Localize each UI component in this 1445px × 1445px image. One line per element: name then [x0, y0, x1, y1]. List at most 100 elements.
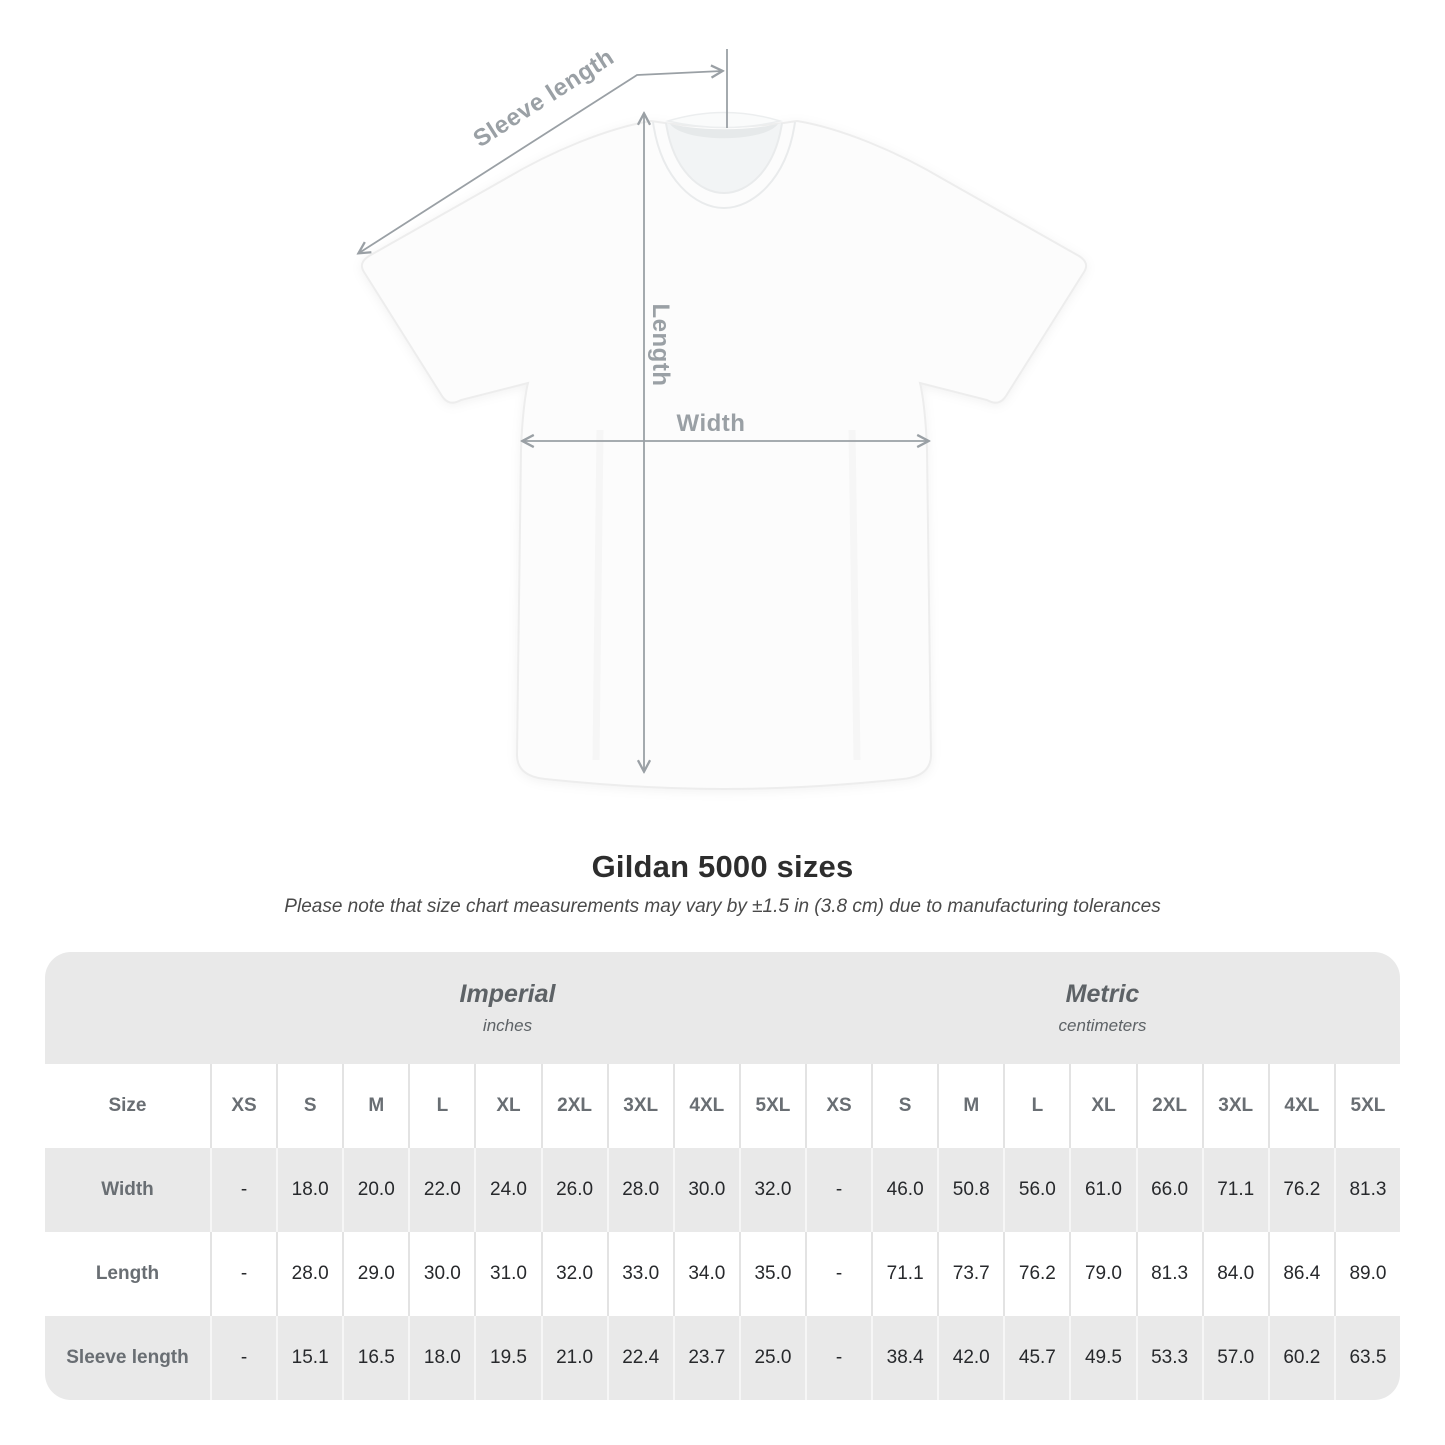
measurement-value: -: [804, 1232, 872, 1316]
measurement-value: 53.3: [1135, 1316, 1202, 1400]
measurement-value: 16.5: [342, 1316, 409, 1400]
sleeve-length-arrow: [359, 71, 722, 253]
measurement-value: 71.1: [1201, 1148, 1268, 1232]
tshirt-illustration: [360, 111, 1088, 791]
measurement-value: 63.5: [1333, 1316, 1400, 1400]
width-label: Width: [677, 410, 746, 437]
measurement-value: 18.0: [276, 1148, 343, 1232]
measurement-value: 79.0: [1069, 1232, 1136, 1316]
measurement-value: 30.0: [672, 1148, 739, 1232]
size-column-header: XL: [474, 1064, 541, 1148]
measurement-value: 18.0: [408, 1316, 475, 1400]
measurement-value: 32.0: [540, 1232, 607, 1316]
size-column-header: 2XL: [540, 1064, 607, 1148]
measurement-label: Sleeve length: [45, 1316, 210, 1400]
measurement-value: 24.0: [474, 1148, 541, 1232]
unit-group-unit: centimeters: [1058, 1016, 1147, 1035]
size-column-header: XS: [804, 1064, 872, 1148]
measurement-row: Width -18.0 20.0 22.0 24.0 26.0 28.0 30.0 32.0-4…: [45, 1148, 1400, 1232]
measurement-value: -: [210, 1148, 277, 1232]
measurement-value: 26.0: [540, 1148, 607, 1232]
measurement-value: -: [804, 1316, 872, 1400]
measurement-value: -: [804, 1148, 872, 1232]
size-column-header: 2XL: [1135, 1064, 1202, 1148]
tshirt-measurement-diagram: Sleeve length Length Width: [0, 44, 1088, 791]
measurement-value: 35.0: [738, 1232, 805, 1316]
measurement-value: 56.0: [1003, 1148, 1070, 1232]
size-column-header: M: [342, 1064, 409, 1148]
size-column-header: 5XL: [1333, 1064, 1400, 1148]
measurement-label: Width: [45, 1148, 210, 1232]
measurement-value: 57.0: [1201, 1316, 1268, 1400]
measurement-value: 81.3: [1333, 1148, 1400, 1232]
measurement-row: Sleeve length -15.1 16.5 18.0 19.5 21.0 22.4 23…: [45, 1316, 1400, 1400]
size-header-cell: Size: [45, 1064, 210, 1148]
measurement-value: 20.0: [342, 1148, 409, 1232]
size-column-header: S: [276, 1064, 343, 1148]
size-column-header: XL: [1069, 1064, 1136, 1148]
measurement-value: 49.5: [1069, 1316, 1136, 1400]
measurement-value: 33.0: [606, 1232, 673, 1316]
size-header-row: Size XS S M L XL 2XL 3XL 4XL 5XL XS S M L XL 2XL 3XL 4XL 5…: [45, 1064, 1400, 1148]
measurement-value: 15.1: [276, 1316, 343, 1400]
size-column-header: M: [937, 1064, 1004, 1148]
measurement-value: 32.0: [738, 1148, 805, 1232]
measurement-value: 76.2: [1003, 1232, 1070, 1316]
measurement-value: 60.2: [1267, 1316, 1334, 1400]
measurement-value: 19.5: [474, 1316, 541, 1400]
tolerance-note: Please note that size chart measurements…: [284, 896, 1161, 917]
measurement-value: 25.0: [738, 1316, 805, 1400]
measurement-value: 66.0: [1135, 1148, 1202, 1232]
measurement-value: 21.0: [540, 1316, 607, 1400]
unit-group-unit: inches: [482, 1016, 533, 1035]
measurement-value: 23.7: [672, 1316, 739, 1400]
measurement-value: 22.4: [606, 1316, 673, 1400]
unit-group-name: Metric: [1065, 980, 1140, 1008]
measurement-value: 84.0: [1201, 1232, 1268, 1316]
measurement-value: 46.0: [871, 1148, 938, 1232]
measurement-value: 73.7: [937, 1232, 1004, 1316]
unit-group-header-1: Metric centimeters: [804, 952, 1400, 1064]
measurement-value: 45.7: [1003, 1316, 1070, 1400]
units-band-row: Imperial inches Metric centimeters: [45, 952, 1400, 1064]
size-column-header: 4XL: [1267, 1064, 1334, 1148]
measurement-value: -: [210, 1316, 277, 1400]
tshirt-outline: [360, 119, 1088, 791]
measurement-value: 61.0: [1069, 1148, 1136, 1232]
size-column-header: 3XL: [606, 1064, 673, 1148]
unit-group-name: Imperial: [459, 980, 556, 1008]
measurement-value: 22.0: [408, 1148, 475, 1232]
size-column-header: 4XL: [672, 1064, 739, 1148]
unit-group-header-0: Imperial inches: [210, 952, 805, 1064]
table-corner-cell: [45, 952, 210, 1064]
tshirt-fold-right: [848, 429, 861, 761]
size-column-header: L: [408, 1064, 475, 1148]
length-label: Length: [647, 304, 674, 387]
measurement-value: 28.0: [276, 1232, 343, 1316]
size-column-header: 5XL: [738, 1064, 805, 1148]
measurement-value: 28.0: [606, 1148, 673, 1232]
measurement-value: 42.0: [937, 1316, 1004, 1400]
size-column-header: 3XL: [1201, 1064, 1268, 1148]
measurement-value: -: [210, 1232, 277, 1316]
measurement-value: 50.8: [937, 1148, 1004, 1232]
measurement-label: Length: [45, 1232, 210, 1316]
measurement-row: Length -28.0 29.0 30.0 31.0 32.0 33.0 34.0 35.0-…: [45, 1232, 1400, 1316]
measurement-value: 76.2: [1267, 1148, 1334, 1232]
page-title: Gildan 5000 sizes: [591, 849, 854, 884]
size-column-header: XS: [210, 1064, 277, 1148]
measurement-value: 31.0: [474, 1232, 541, 1316]
measurement-value: 89.0: [1333, 1232, 1400, 1316]
measurement-arrows: [359, 49, 928, 771]
measurement-value: 38.4: [871, 1316, 938, 1400]
measurement-value: 34.0: [672, 1232, 739, 1316]
measurement-value: 86.4: [1267, 1232, 1334, 1316]
measurement-value: 30.0: [408, 1232, 475, 1316]
tshirt-diagram-svg: Sleeve length Length Width: [0, 44, 1088, 791]
size-table: Imperial inches Metric centimeters Size XS S M L…: [45, 952, 1400, 1400]
size-column-header: S: [871, 1064, 938, 1148]
measurement-value: 71.1: [871, 1232, 938, 1316]
measurement-value: 29.0: [342, 1232, 409, 1316]
size-column-header: L: [1003, 1064, 1070, 1148]
